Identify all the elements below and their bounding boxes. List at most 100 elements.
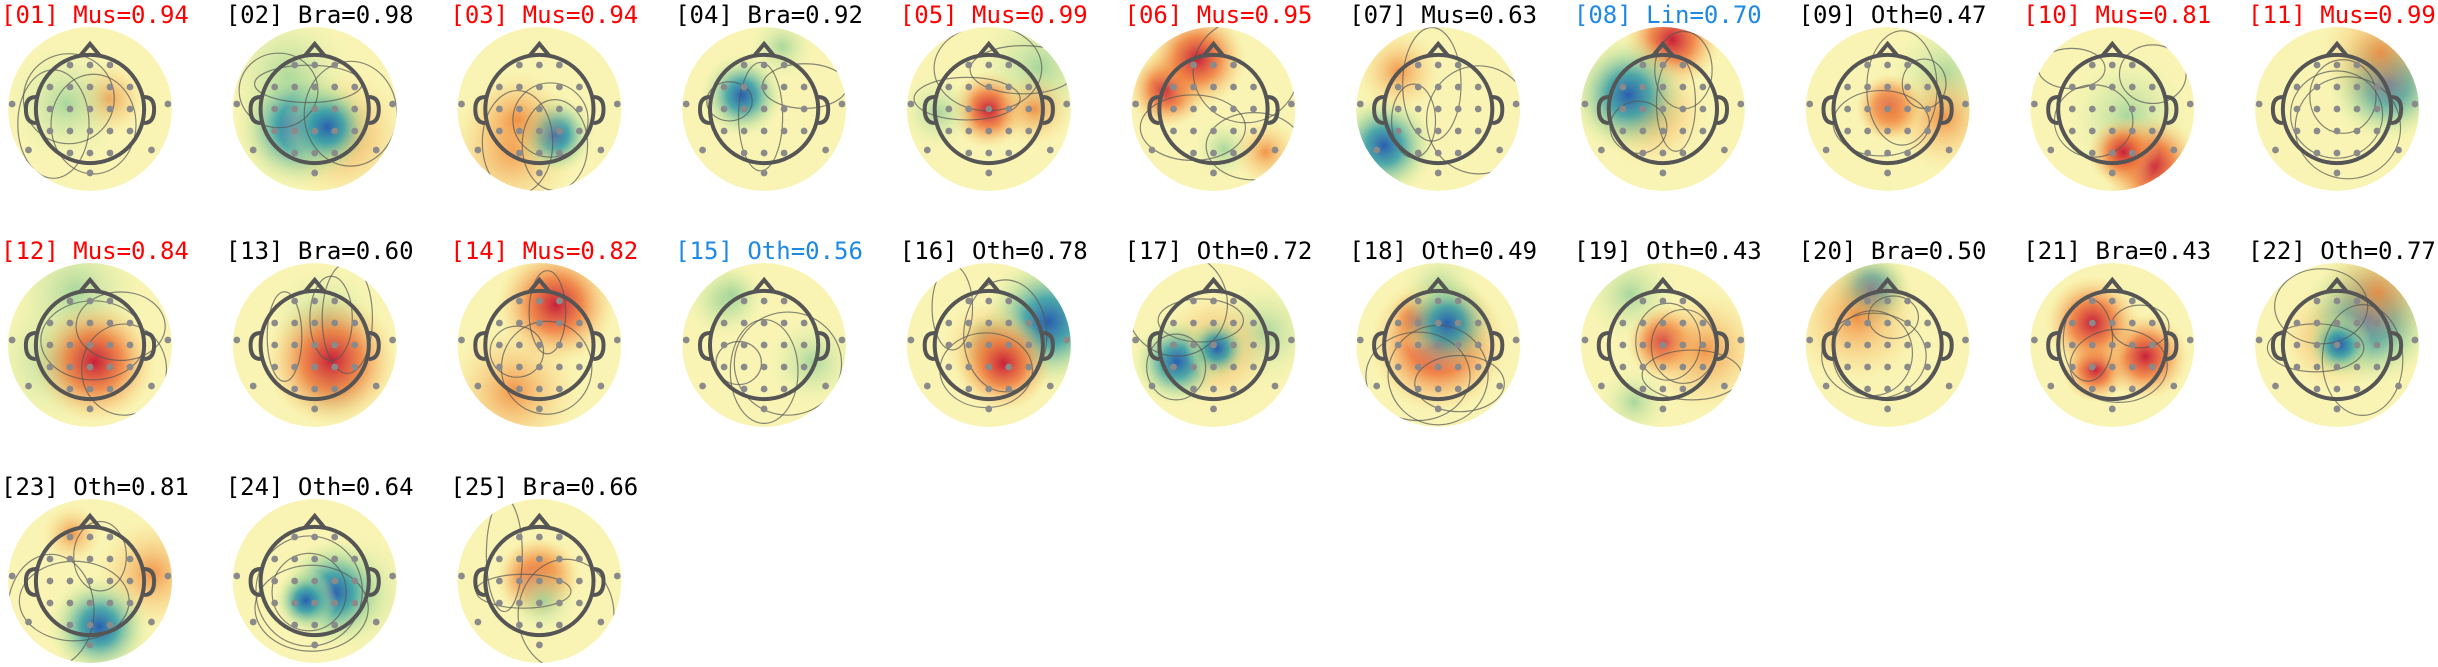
electrode <box>458 336 465 344</box>
electrode <box>1904 297 1911 305</box>
electrode <box>1230 83 1237 91</box>
electrode <box>331 621 339 629</box>
nose <box>2325 276 2349 294</box>
electrode <box>2170 382 2178 390</box>
electrode <box>1414 385 1422 393</box>
electrode <box>556 577 563 585</box>
topomap: [18] Oth=0.49 <box>1349 237 1537 427</box>
electrode <box>1230 385 1237 393</box>
contour <box>271 552 347 632</box>
electrode <box>1659 319 1667 327</box>
electrode <box>311 577 319 585</box>
electrode <box>780 149 788 157</box>
electrode <box>1454 149 1462 157</box>
electrode <box>271 555 279 563</box>
electrode <box>66 297 74 305</box>
electrode <box>311 341 319 349</box>
electrode <box>2411 100 2419 108</box>
head-outline <box>2056 288 2169 402</box>
contour <box>512 82 589 158</box>
electrode <box>1639 149 1647 157</box>
electrode <box>86 61 94 69</box>
map-blob <box>467 69 569 171</box>
electrode <box>800 319 808 327</box>
electrode <box>1190 297 1197 305</box>
electrode <box>1864 341 1871 349</box>
electrode <box>2293 105 2301 113</box>
electrode <box>1721 146 1728 154</box>
topomap: [25] Bra=0.66 <box>450 473 638 663</box>
electrode <box>2373 319 2381 327</box>
electrode <box>720 83 728 91</box>
electrode <box>780 83 788 91</box>
electrode <box>1250 341 1257 349</box>
topomap: [24] Oth=0.64 <box>226 473 414 663</box>
electrode <box>536 405 543 413</box>
map-blob <box>2087 116 2160 188</box>
electrode <box>2395 382 2402 390</box>
electrode <box>1148 382 1156 390</box>
electrode <box>822 382 829 390</box>
head-outline <box>1831 288 1944 402</box>
electrode <box>331 385 339 393</box>
electrode <box>2353 297 2361 305</box>
electrode <box>2108 405 2116 413</box>
electrode <box>556 61 563 69</box>
electrode <box>740 385 748 393</box>
electrode <box>249 146 257 154</box>
electrode <box>907 100 915 108</box>
electrode <box>1434 61 1442 69</box>
component-label: [22] Oth=0.77 <box>2248 237 2436 265</box>
contour <box>2289 70 2384 159</box>
electrode <box>496 363 503 371</box>
contour <box>309 275 353 362</box>
contour <box>266 291 303 382</box>
right-ear <box>1716 331 1730 361</box>
electrode <box>536 577 543 585</box>
electrode <box>985 363 993 371</box>
contour <box>1146 333 1207 401</box>
head-outline <box>33 524 147 638</box>
electrode <box>536 61 543 69</box>
electrode <box>2128 127 2136 135</box>
electrode <box>2068 127 2076 135</box>
electrode <box>2333 105 2341 113</box>
right-ear <box>1941 95 1954 125</box>
electrode <box>249 618 257 626</box>
electrode <box>1373 146 1381 154</box>
electrode <box>351 555 359 563</box>
electrode <box>126 341 134 349</box>
right-ear <box>1492 331 1505 361</box>
electrode <box>311 319 319 327</box>
electrode <box>126 577 134 585</box>
topomap: [02] Bra=0.98 <box>226 1 414 191</box>
electrode <box>66 105 74 113</box>
electrode <box>106 341 114 349</box>
electrode <box>720 105 728 113</box>
electrode <box>536 533 543 541</box>
electrode <box>331 149 339 157</box>
electrode <box>1005 363 1013 371</box>
component-label: [08] Lin=0.70 <box>1574 1 1762 29</box>
contour <box>733 311 843 416</box>
electrode <box>2108 319 2116 327</box>
electrode <box>985 297 993 305</box>
electrode <box>2108 341 2116 349</box>
electrode <box>1904 363 1911 371</box>
electrode <box>1639 297 1647 305</box>
component-label: [06] Mus=0.95 <box>1125 1 1313 29</box>
electrode <box>351 577 359 585</box>
electrode <box>66 577 74 585</box>
electrode <box>2186 100 2194 108</box>
electrode <box>800 127 808 135</box>
electrode <box>1063 100 1071 108</box>
electrode <box>311 169 319 177</box>
electrode <box>822 146 829 154</box>
electrode <box>106 599 114 607</box>
electrode <box>2148 105 2156 113</box>
electrode <box>780 363 788 371</box>
contour <box>75 291 166 361</box>
electrode <box>1210 297 1217 305</box>
electrode <box>923 382 931 390</box>
electrode <box>1699 83 1707 91</box>
